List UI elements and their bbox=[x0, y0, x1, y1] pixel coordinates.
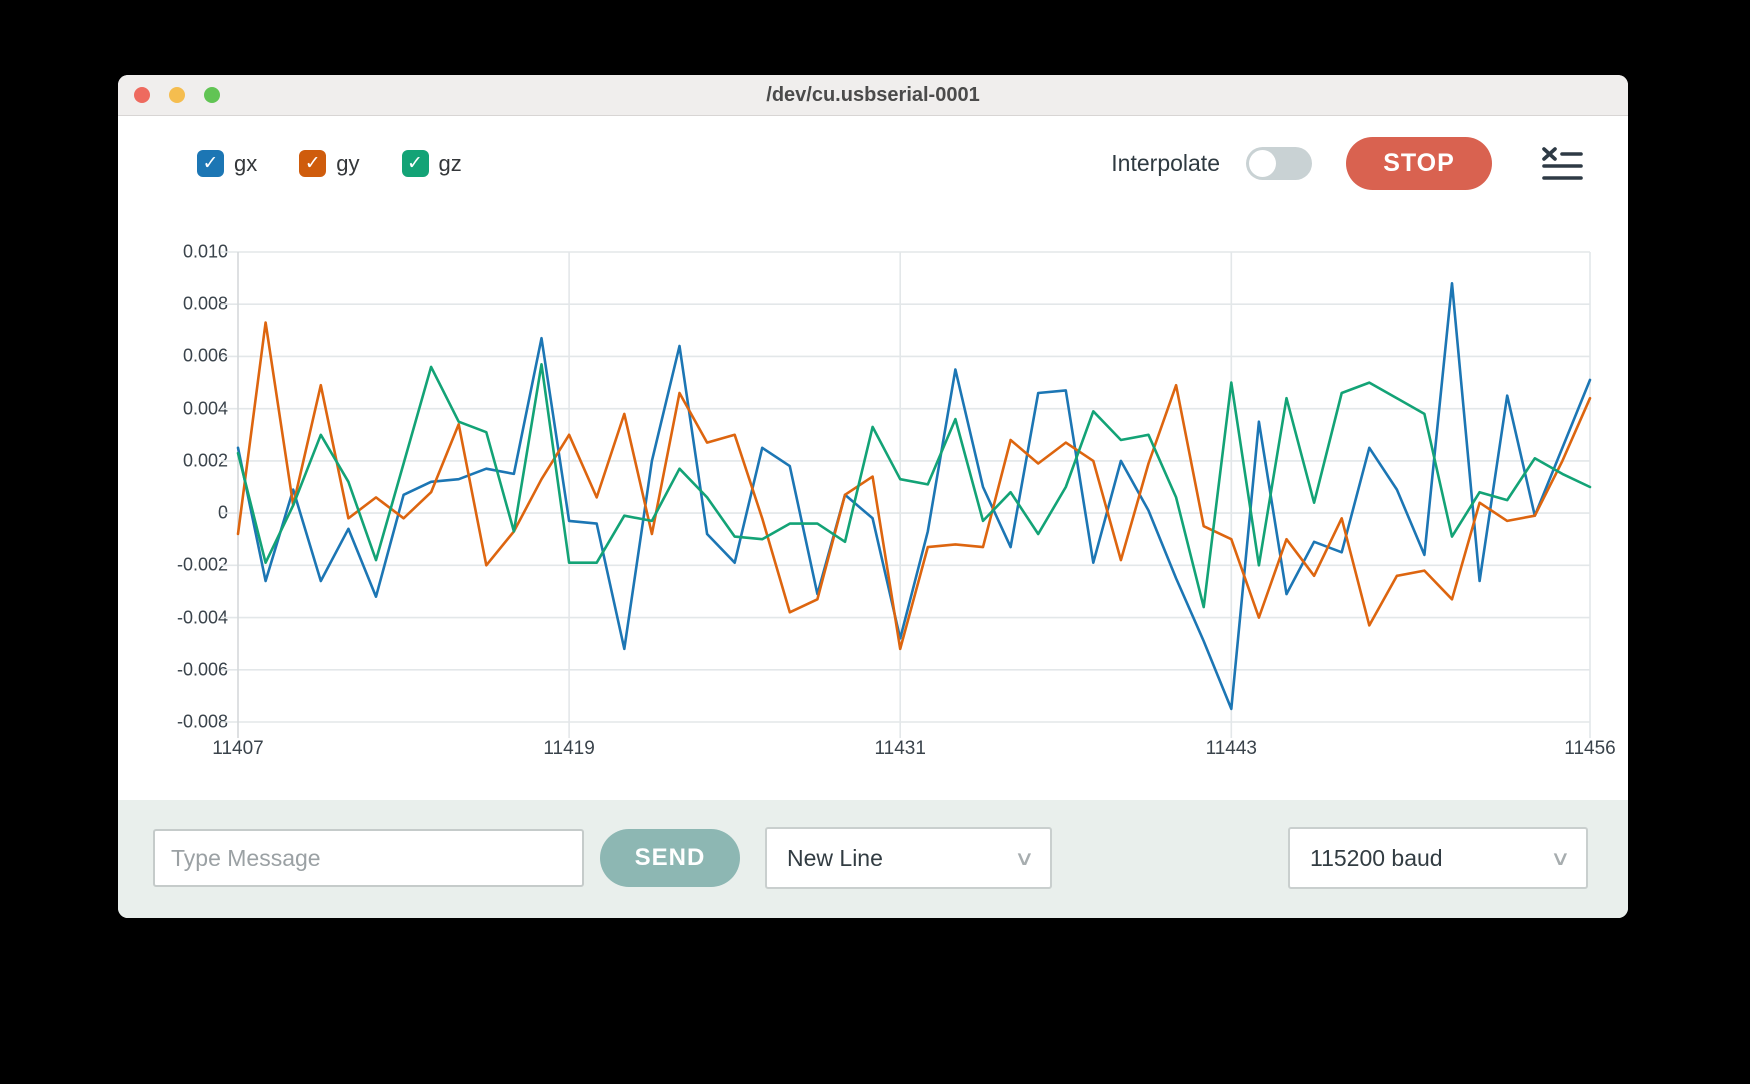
series-toggle-gz[interactable]: ✓ gz bbox=[401, 150, 462, 177]
series-toggle-gx[interactable]: ✓ gx bbox=[197, 150, 257, 177]
chevron-down-icon: ∨ bbox=[1550, 847, 1571, 870]
minimize-button[interactable] bbox=[169, 87, 185, 103]
zoom-button[interactable] bbox=[204, 87, 220, 103]
y-tick-label: -0.002 bbox=[176, 554, 228, 575]
toolbar-controls: Interpolate STOP bbox=[1111, 137, 1584, 190]
x-axis-labels: 11407 11419 11431 11443 11456 bbox=[212, 738, 1615, 768]
y-tick-label: -0.004 bbox=[176, 607, 228, 628]
traffic-lights bbox=[134, 75, 220, 115]
send-button[interactable]: SEND bbox=[600, 829, 740, 887]
interpolate-toggle[interactable] bbox=[1246, 147, 1312, 180]
y-tick-label: 0.010 bbox=[182, 241, 228, 262]
y-tick-label: 0.008 bbox=[182, 293, 228, 314]
checkbox-gx-icon[interactable]: ✓ bbox=[197, 150, 224, 177]
titlebar: /dev/cu.usbserial-0001 bbox=[118, 75, 1628, 116]
interpolate-label: Interpolate bbox=[1111, 150, 1220, 176]
x-tick-label: 11443 bbox=[1205, 738, 1258, 759]
message-input[interactable] bbox=[153, 829, 584, 887]
series-label-gy: gy bbox=[336, 150, 360, 176]
baud-rate-select[interactable]: 115200 baud ∨ bbox=[1288, 827, 1588, 889]
series-label-gx: gx bbox=[234, 150, 258, 176]
message-bar: SEND New Line ∨ 115200 baud ∨ bbox=[118, 800, 1628, 918]
plot-area[interactable] bbox=[221, 251, 1592, 738]
series-label-gz: gz bbox=[438, 150, 462, 176]
x-tick-label: 11407 bbox=[212, 738, 264, 759]
y-tick-label: 0.002 bbox=[182, 450, 228, 471]
x-tick-label: 11419 bbox=[543, 738, 595, 759]
baud-rate-value: 115200 baud bbox=[1310, 844, 1443, 871]
toolbar: ✓ gx ✓ gy ✓ gz Interpolate STOP bbox=[118, 116, 1628, 211]
series-toggle-gy[interactable]: ✓ gy bbox=[299, 150, 360, 177]
close-button[interactable] bbox=[134, 87, 150, 103]
x-tick-label: 11456 bbox=[1564, 738, 1616, 759]
chevron-down-icon: ∨ bbox=[1014, 847, 1035, 870]
toggle-knob bbox=[1249, 150, 1276, 177]
series-legend: ✓ gx ✓ gy ✓ gz bbox=[197, 150, 462, 177]
x-tick-label: 11431 bbox=[874, 738, 926, 759]
serial-plotter-window: /dev/cu.usbserial-0001 ✓ gx ✓ gy ✓ gz In… bbox=[118, 75, 1628, 918]
stop-button[interactable]: STOP bbox=[1346, 137, 1492, 190]
checkbox-gz-icon[interactable]: ✓ bbox=[401, 150, 429, 177]
line-ending-select[interactable]: New Line ∨ bbox=[765, 827, 1052, 889]
checkbox-gy-icon[interactable]: ✓ bbox=[299, 150, 327, 177]
window-title: /dev/cu.usbserial-0001 bbox=[766, 83, 980, 106]
y-tick-label: 0.004 bbox=[182, 398, 228, 419]
clear-log-icon[interactable] bbox=[1540, 144, 1584, 184]
y-tick-label: 0.006 bbox=[182, 345, 228, 366]
chart: 0.0100.0080.0060.0040.0020-0.002-0.004-0… bbox=[118, 210, 1628, 800]
y-tick-label: -0.008 bbox=[176, 711, 228, 732]
y-tick-label: -0.006 bbox=[176, 659, 228, 680]
y-axis-labels: 0.0100.0080.0060.0040.0020-0.002-0.004-0… bbox=[118, 242, 228, 732]
line-ending-value: New Line bbox=[787, 844, 883, 871]
